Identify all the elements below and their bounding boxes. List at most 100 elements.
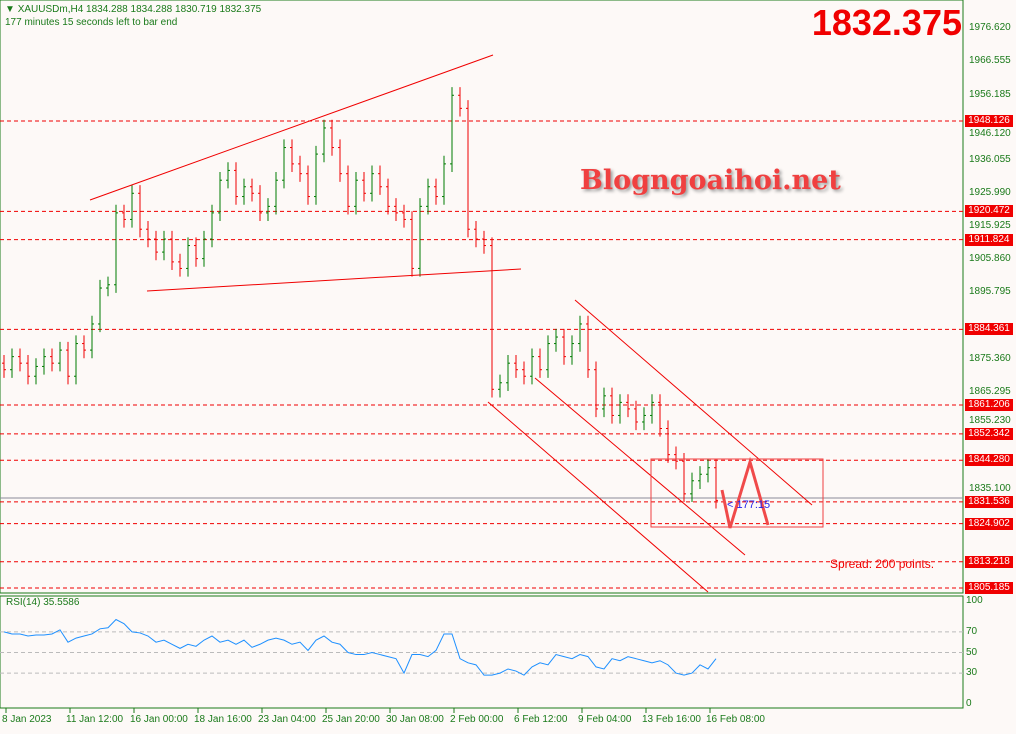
level-price-label: 1852.342: [965, 427, 1013, 440]
y-axis-tick: 1835.100: [969, 482, 1011, 494]
rsi-axis-tick: 100: [966, 595, 983, 606]
price-bar: [618, 394, 622, 424]
channel-upper-line[interactable]: [574, 299, 813, 506]
price-bar: [450, 87, 454, 173]
price-bar: [602, 387, 606, 418]
price-bar: [538, 348, 542, 378]
channel-lower-line[interactable]: [487, 401, 709, 593]
price-bar: [98, 279, 102, 333]
price-bar: [130, 185, 134, 228]
price-bar: [178, 253, 182, 277]
price-bar: [698, 466, 702, 489]
price-bar: [578, 315, 582, 352]
price-bar: [18, 348, 22, 372]
price-bar: [554, 328, 558, 352]
price-bar: [690, 472, 694, 503]
price-bar: [58, 341, 62, 372]
level-price-label: 1824.902: [965, 517, 1013, 530]
level-price-label: 1844.280: [965, 454, 1013, 467]
level-price-label: 1911.824: [965, 233, 1013, 246]
price-bar: [82, 335, 86, 359]
collapse-triangle-icon[interactable]: ▼: [5, 4, 18, 15]
price-bar: [634, 400, 638, 431]
price-bar: [594, 361, 598, 418]
price-bar: [50, 348, 54, 372]
price-bar: [386, 178, 390, 215]
channel-middle-line[interactable]: [534, 377, 746, 556]
level-price-label: 1813.218: [965, 555, 1013, 568]
x-axis-tick: 11 Jan 12:00: [66, 714, 124, 725]
price-bar: [354, 172, 358, 215]
price-bar: [506, 355, 510, 391]
y-axis-tick: 1976.620: [969, 21, 1011, 33]
price-bar: [378, 165, 382, 195]
price-bar: [482, 230, 486, 254]
x-axis-tick: 25 Jan 20:00: [322, 714, 380, 725]
price-bar: [466, 100, 470, 238]
price-bar: [642, 407, 646, 431]
x-axis-tick: 30 Jan 08:00: [386, 714, 444, 725]
level-price-label: 1920.472: [965, 205, 1013, 218]
price-bar: [706, 459, 710, 483]
price-bar: [234, 162, 238, 205]
x-axis-tick: 8 Jan 2023: [2, 714, 52, 725]
price-bar: [282, 139, 286, 189]
price-bar: [650, 394, 654, 424]
rsi-axis-tick: 70: [966, 625, 978, 637]
price-bar: [194, 237, 198, 267]
x-axis-tick: 18 Jan 16:00: [194, 714, 252, 725]
price-bar: [658, 394, 662, 437]
price-bar: [498, 374, 502, 398]
price-bar: [458, 87, 462, 117]
lower-trendline[interactable]: [146, 268, 522, 292]
price-bar: [674, 446, 678, 470]
price-bar: [242, 178, 246, 205]
upper-trendline[interactable]: [89, 54, 494, 201]
main-panel: [0, 0, 964, 594]
y-axis-tick: 1905.860: [969, 253, 1011, 265]
price-bar: [394, 198, 398, 222]
price-bar: [266, 198, 270, 222]
current-price-large: 1832.375: [811, 2, 962, 43]
y-axis-tick: 1936.055: [969, 154, 1011, 166]
level-price-label: 1884.361: [965, 323, 1013, 336]
price-bar: [298, 155, 302, 182]
x-axis-tick: 16 Jan 00:00: [130, 714, 188, 725]
price-bar: [2, 355, 6, 378]
consolidation-box[interactable]: [650, 458, 824, 528]
price-bar: [290, 139, 294, 173]
price-bar: [34, 358, 38, 385]
price-bar: [714, 459, 718, 509]
level-price-label: 1948.126: [965, 115, 1013, 127]
x-axis-tick: 2 Feb 00:00: [450, 714, 504, 725]
price-bar: [74, 335, 78, 385]
price-bar: [626, 394, 630, 418]
rsi-title: RSI(14) 35.5586: [6, 597, 80, 608]
price-bar: [346, 165, 350, 215]
y-axis-tick: 1946.120: [969, 128, 1011, 139]
price-bar: [170, 230, 174, 271]
price-bar: [570, 335, 574, 365]
spread-label: Spread: 200 points.: [830, 557, 935, 571]
price-bar: [410, 211, 414, 277]
price-bar: [418, 198, 422, 277]
price-bar: [666, 420, 670, 463]
price-bar: [26, 355, 30, 385]
price-bar: [490, 237, 494, 398]
level-price-label: 1861.206: [965, 398, 1013, 411]
price-bar: [10, 348, 14, 378]
price-bar: [186, 237, 190, 277]
price-bar: [562, 328, 566, 365]
price-bar: [522, 361, 526, 385]
rsi-line: [3, 618, 717, 676]
price-bar: [442, 155, 446, 205]
price-bar: [42, 348, 46, 375]
price-bar: [314, 145, 318, 205]
ohlc-readout: XAUUSDm,H4 1834.288 1834.288 1830.719 18…: [17, 4, 262, 15]
price-bar: [114, 204, 118, 293]
price-bar: [530, 348, 534, 385]
price-bar: [162, 230, 166, 261]
price-bar: [434, 178, 438, 205]
price-bar: [546, 335, 550, 378]
